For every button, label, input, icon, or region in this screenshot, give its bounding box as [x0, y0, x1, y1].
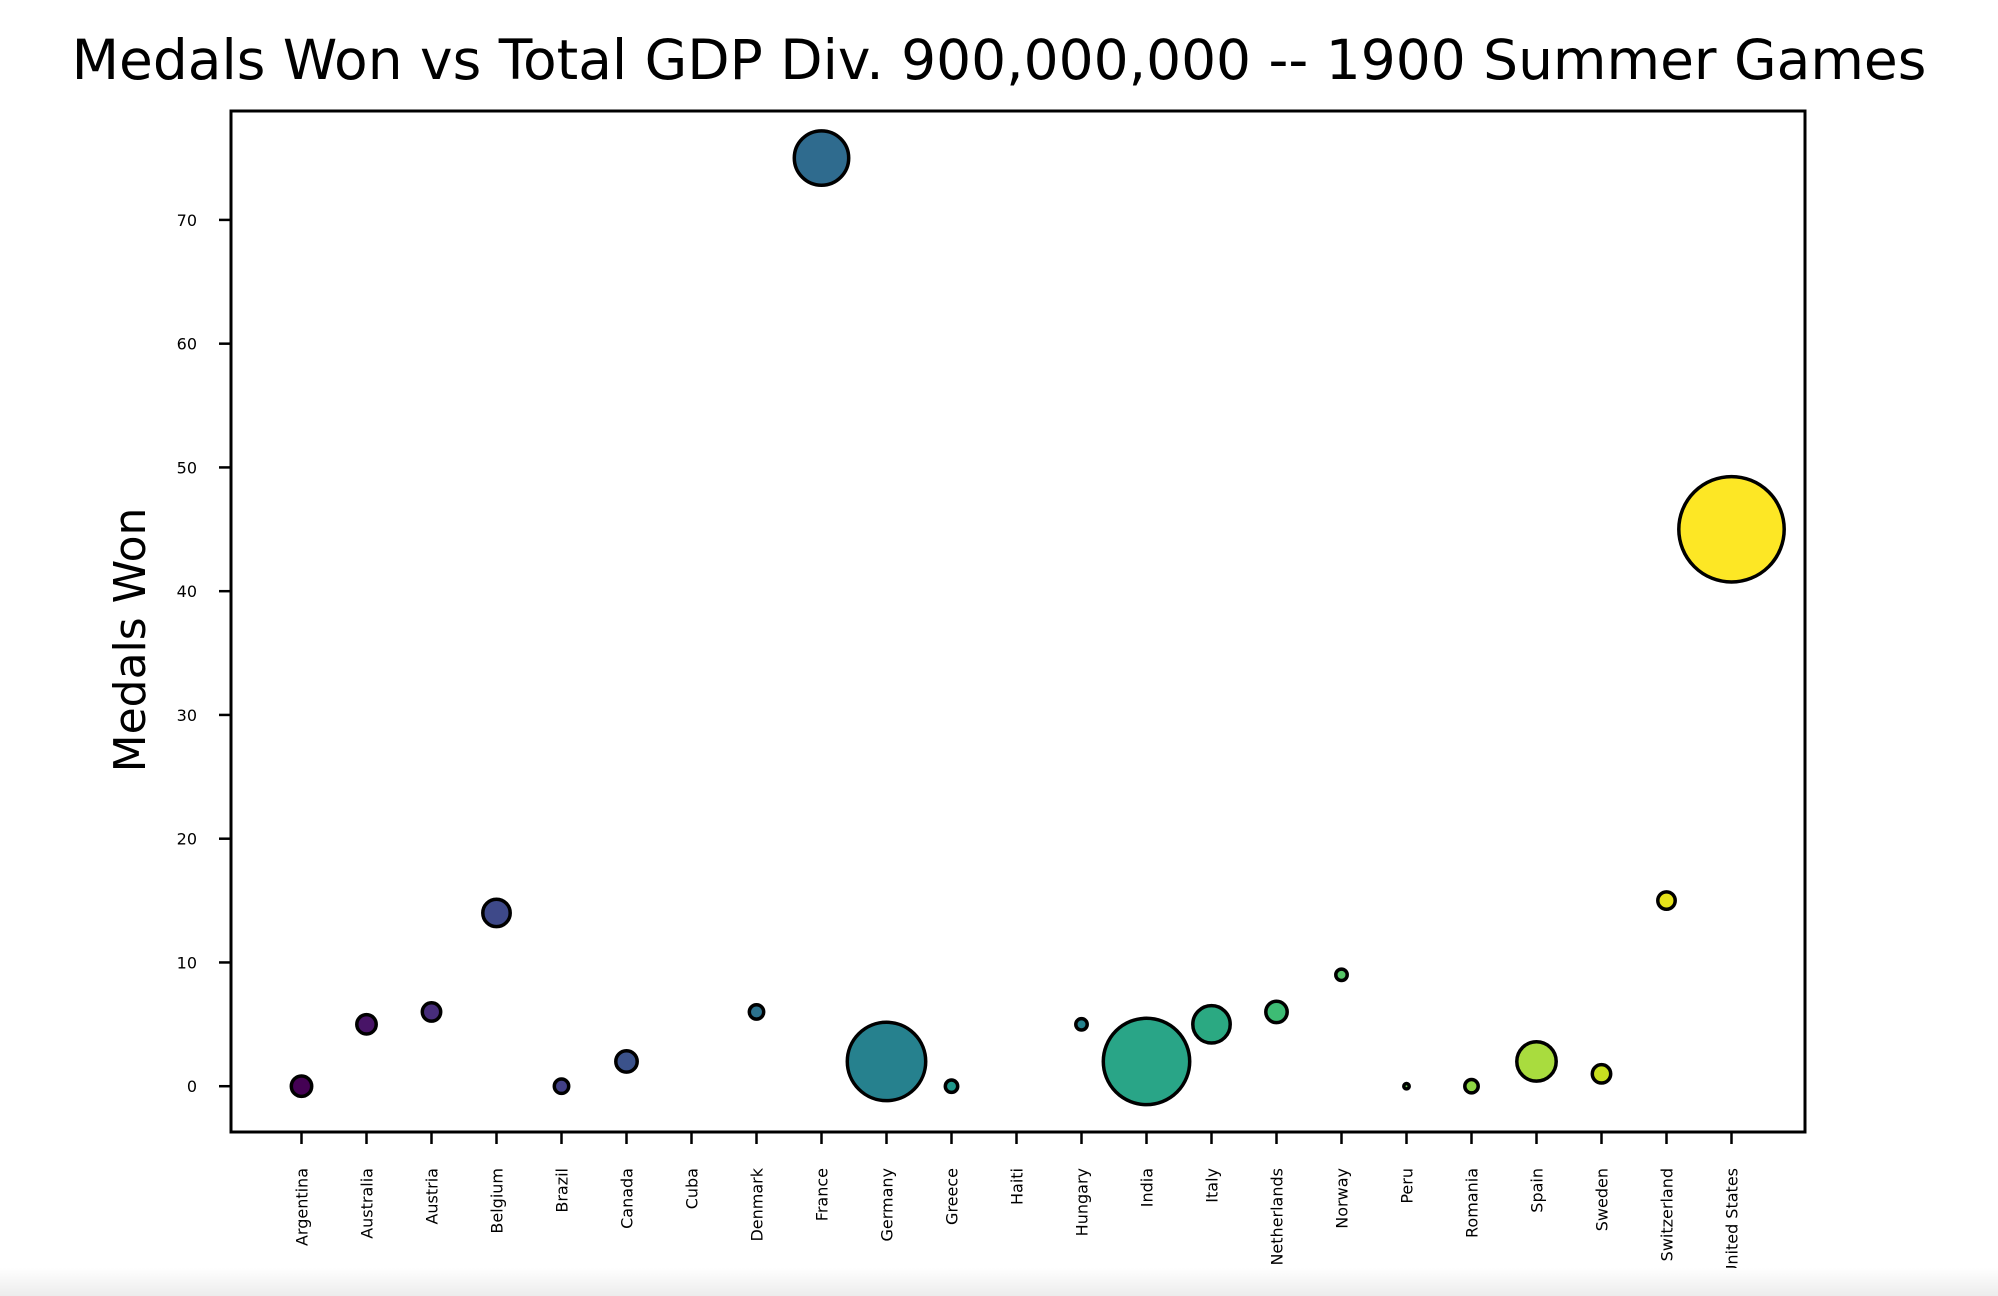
data-point — [1191, 1003, 1232, 1045]
x-tick-label: India — [1138, 1168, 1157, 1207]
x-tick-label: Austria — [423, 1168, 442, 1225]
x-tick-label: Romania — [1463, 1168, 1482, 1238]
x-tick-label: Canada — [618, 1168, 637, 1229]
x-tick-label: Greece — [943, 1168, 962, 1225]
data-point — [1402, 1081, 1411, 1091]
x-tick-label: Peru — [1398, 1168, 1417, 1204]
data-point — [1264, 999, 1289, 1025]
data-point — [845, 1020, 928, 1103]
data-point — [1590, 1062, 1613, 1085]
data-point — [614, 1049, 639, 1074]
x-tick-label: Denmark — [748, 1167, 767, 1241]
x-tick-label: Norway — [1333, 1168, 1352, 1229]
x-tick-label: Australia — [358, 1168, 377, 1239]
chart-title: Medals Won vs Total GDP Div. 900,000,000… — [71, 28, 1927, 92]
data-point — [1515, 1040, 1558, 1083]
y-axis-label: Medals Won — [105, 508, 156, 773]
x-tick-label: Spain — [1528, 1168, 1547, 1213]
data-point — [552, 1077, 571, 1096]
x-tick-label: Germany — [878, 1168, 897, 1242]
y-tick-label: 60 — [177, 335, 197, 354]
data-points — [289, 129, 1786, 1107]
x-tick-label: Netherlands — [1268, 1168, 1287, 1266]
y-tick-label: 40 — [177, 582, 197, 601]
x-tick-label: Haiti — [1008, 1168, 1027, 1205]
data-point — [792, 129, 851, 187]
data-point — [420, 1001, 443, 1023]
plot-area — [229, 109, 1807, 1134]
x-tick-label: Italy — [1203, 1168, 1222, 1203]
data-point — [943, 1078, 960, 1095]
data-point — [1463, 1077, 1480, 1095]
data-point — [289, 1074, 314, 1099]
x-tick-label: Sweden — [1593, 1168, 1612, 1231]
x-tick-label: Switzerland — [1658, 1168, 1677, 1261]
data-point — [1101, 1016, 1192, 1107]
x-tick-label: Argentina — [293, 1168, 312, 1246]
y-tick-label: 50 — [177, 458, 197, 477]
data-point — [481, 897, 512, 929]
y-tick-label: 30 — [177, 706, 197, 725]
y-axis: 0 10 20 30 40 50 60 70 — [177, 211, 231, 1096]
data-point — [1334, 967, 1349, 983]
x-tick-label: Brazil — [553, 1168, 572, 1213]
y-tick-label: 10 — [177, 953, 197, 972]
x-tick-label: Cuba — [683, 1168, 702, 1209]
y-tick-label: 70 — [177, 211, 197, 230]
data-point — [747, 1003, 766, 1021]
window-bottom-edge — [0, 1268, 1998, 1296]
x-tick-label: France — [813, 1168, 832, 1221]
data-point — [355, 1012, 378, 1036]
x-tick-label: Hungary — [1073, 1168, 1092, 1236]
x-tick-label: United States — [1723, 1168, 1742, 1276]
x-tick-label: Belgium — [488, 1168, 507, 1234]
data-point — [1074, 1016, 1089, 1032]
y-tick-label: 0 — [187, 1077, 197, 1096]
x-axis: Argentina Australia Austria Belgium Brazil Ca… — [293, 1132, 1742, 1276]
data-point — [1656, 890, 1677, 912]
data-point — [1677, 474, 1786, 584]
y-tick-label: 20 — [177, 830, 197, 849]
